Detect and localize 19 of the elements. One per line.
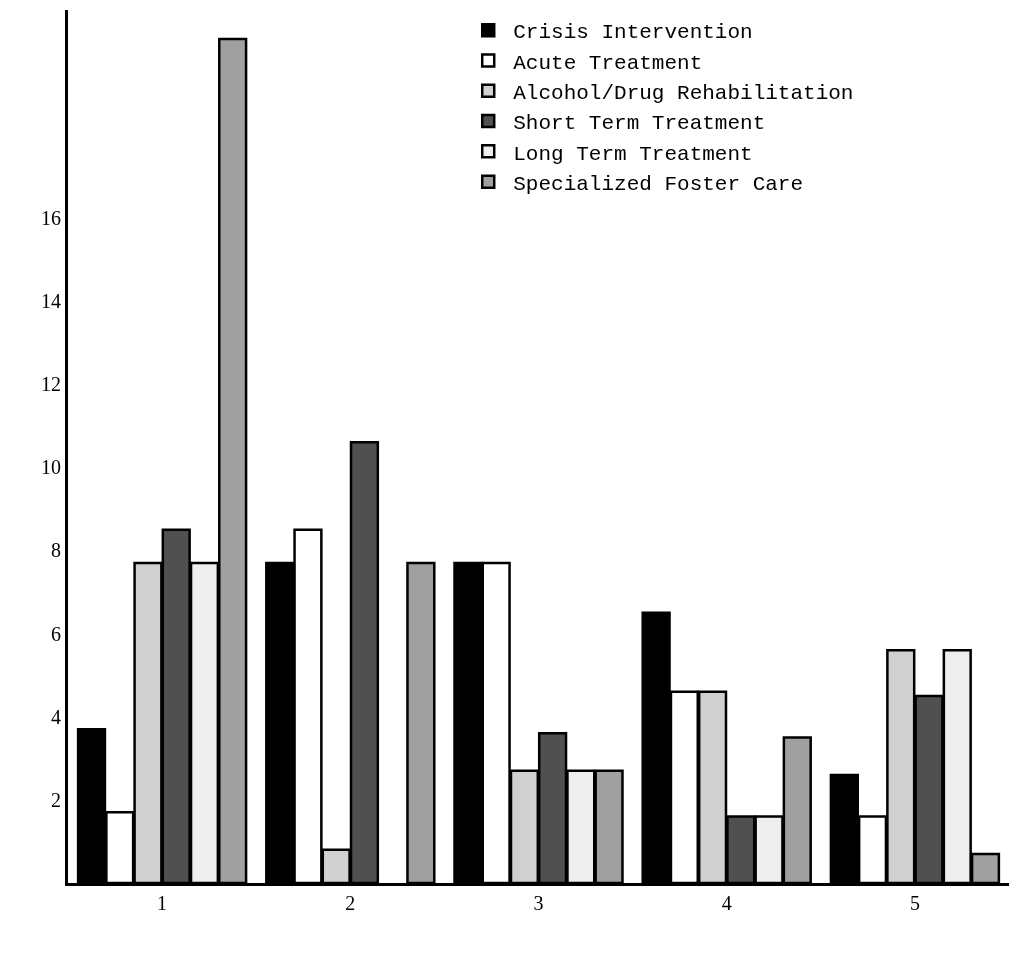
x-tick-label: 1 — [157, 892, 168, 914]
legend-label: Specialized Foster Care — [513, 172, 804, 196]
x-tick-label: 5 — [909, 892, 920, 914]
y-tick-label: 16 — [41, 206, 61, 229]
y-tick-label: 4 — [51, 705, 61, 728]
x-tick-label: 3 — [533, 892, 544, 914]
y-tick-label: 10 — [41, 456, 61, 479]
y-tick-label: 14 — [41, 290, 61, 312]
x-tick-label: 2 — [345, 892, 356, 914]
legend-label: Crisis Intervention — [513, 21, 753, 45]
legend-label: Long Term Treatment — [513, 142, 753, 166]
x-tick-label: 4 — [721, 892, 732, 914]
y-tick-label: 6 — [51, 622, 61, 645]
y-tick-label: 2 — [51, 788, 61, 811]
legend-label: Alcohol/Drug Rehabilitation — [513, 81, 854, 105]
y-tick-label: 12 — [41, 373, 61, 396]
legend-label: Short Term Treatment — [513, 112, 766, 136]
legend-label: Acute Treatment — [513, 51, 703, 75]
y-tick-label: 8 — [51, 539, 61, 562]
